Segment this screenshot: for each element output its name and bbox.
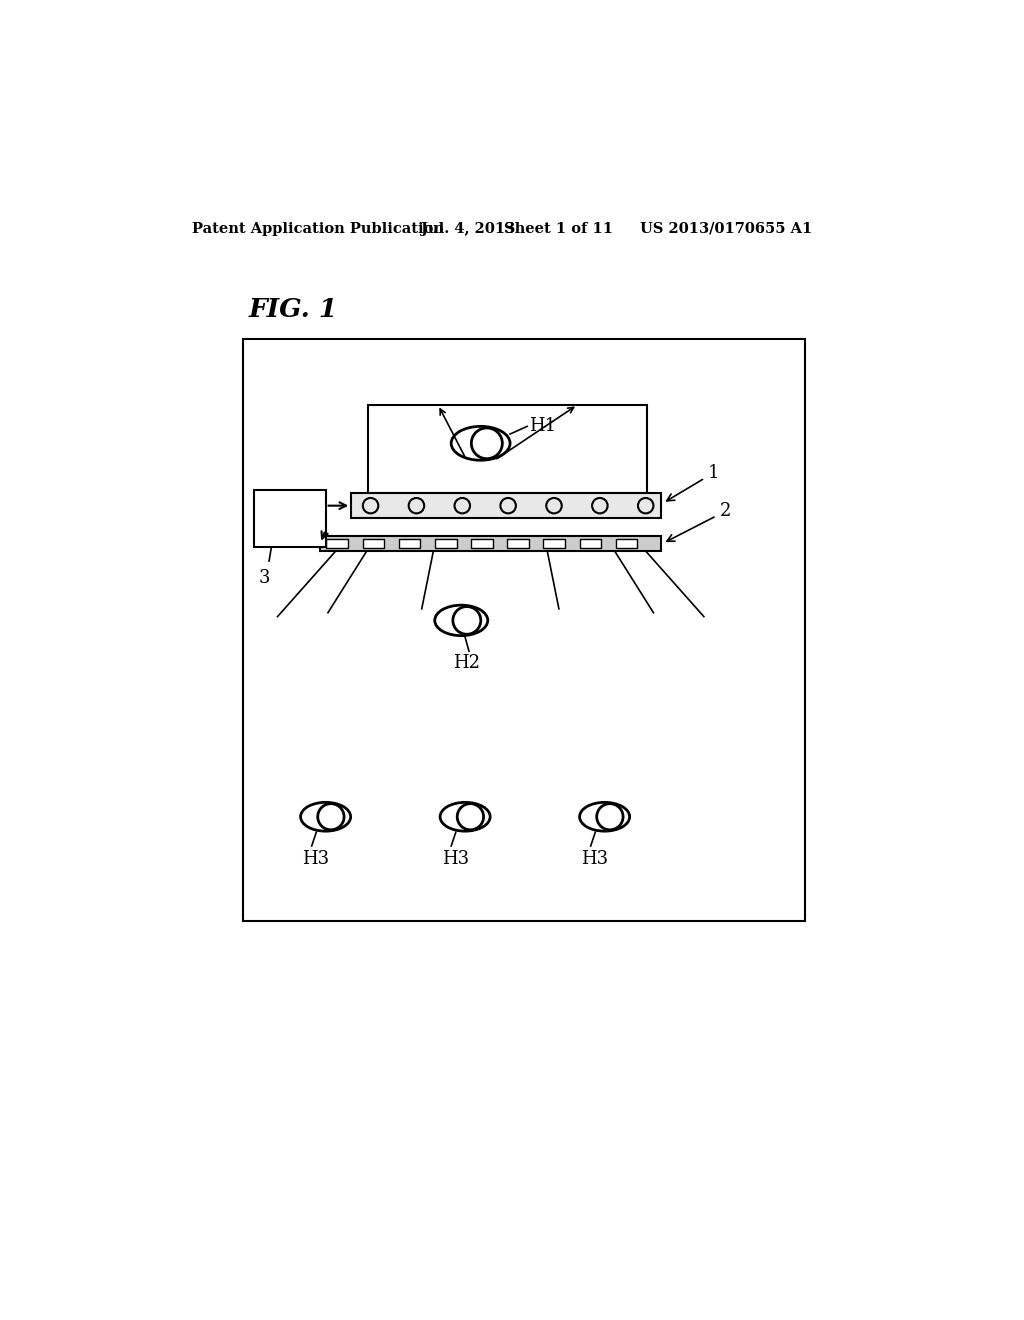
Text: H2: H2 — [454, 653, 480, 672]
Bar — [254, 490, 326, 548]
Bar — [369, 405, 647, 494]
Text: 3: 3 — [258, 569, 269, 587]
Bar — [507, 539, 529, 548]
Text: H3: H3 — [302, 850, 330, 869]
Text: H3: H3 — [442, 850, 469, 869]
Text: Patent Application Publication: Patent Application Publication — [191, 222, 443, 235]
Bar — [435, 539, 457, 548]
Text: H3: H3 — [582, 850, 608, 869]
Bar — [580, 539, 601, 548]
Bar — [544, 539, 565, 548]
Bar — [471, 539, 493, 548]
Text: Sheet 1 of 11: Sheet 1 of 11 — [504, 222, 613, 235]
Text: H1: H1 — [528, 417, 556, 436]
Bar — [243, 339, 805, 921]
Bar — [327, 539, 348, 548]
Bar — [321, 536, 662, 552]
Bar — [398, 539, 421, 548]
Bar — [362, 539, 384, 548]
Text: 2: 2 — [667, 503, 731, 541]
Bar — [615, 539, 637, 548]
Text: Jul. 4, 2013: Jul. 4, 2013 — [421, 222, 515, 235]
Text: US 2013/0170655 A1: US 2013/0170655 A1 — [640, 222, 812, 235]
Text: 1: 1 — [667, 463, 719, 500]
Text: FIG. 1: FIG. 1 — [248, 297, 337, 322]
Bar — [351, 494, 662, 517]
